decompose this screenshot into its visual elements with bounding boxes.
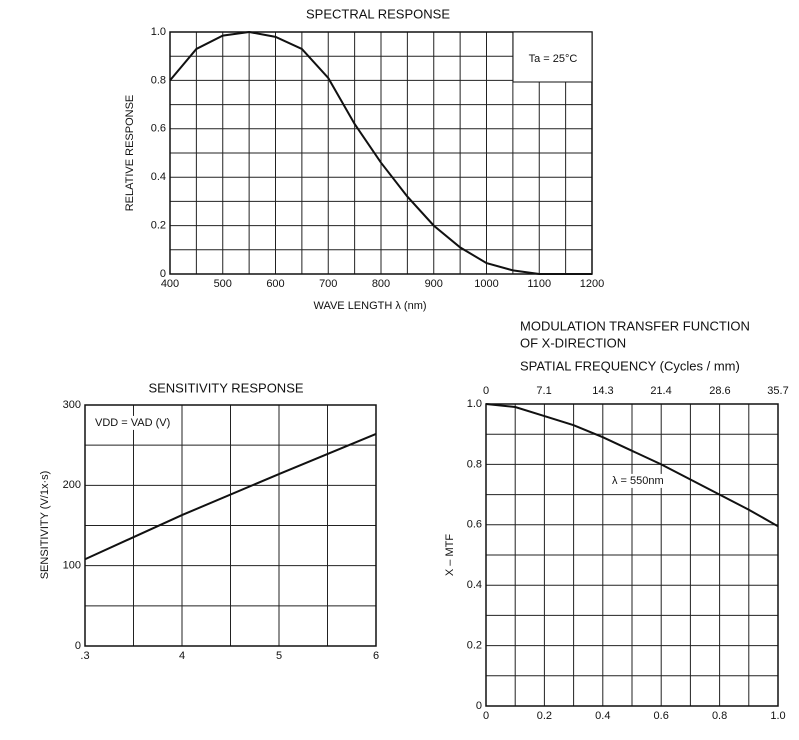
- y-axis-label: X – MTF: [444, 534, 456, 576]
- y-tick-label: 0.6: [467, 519, 482, 531]
- x-tick-label: .3: [80, 650, 89, 662]
- plot-frame: [169, 31, 593, 275]
- x2-tick-label: 28.6: [709, 385, 730, 397]
- x2-tick-label: 35.7: [767, 385, 788, 397]
- x2-tick-label: 21.4: [650, 385, 671, 397]
- curve: [84, 432, 377, 561]
- y-tick-label: 0.8: [467, 458, 482, 470]
- x-tick-label: 1100: [527, 278, 551, 290]
- annotation-bg: [526, 51, 580, 66]
- y-tick-label: 0.6: [151, 123, 166, 135]
- y-tick-label: 300: [63, 399, 81, 411]
- annotation: λ = 550nm: [612, 475, 664, 487]
- x2-axis-label: SPATIAL FREQUENCY (Cycles / mm): [520, 358, 740, 373]
- x-tick-label: 5: [276, 650, 282, 662]
- x-tick-label: 0: [483, 710, 489, 722]
- annotation-bg: [610, 473, 666, 488]
- x-tick-label: 0.8: [712, 710, 727, 722]
- chart-title: SPECTRAL RESPONSE: [306, 6, 450, 21]
- x-tick-label: 900: [425, 278, 443, 290]
- chart-title: SENSITIVITY RESPONSE: [148, 380, 303, 395]
- y-axis-label: SENSITIVITY (V/1x·s): [39, 471, 51, 580]
- curve: [169, 30, 592, 275]
- y-tick-label: 0.8: [151, 74, 166, 86]
- x2-tick-label: 7.1: [536, 385, 551, 397]
- x2-tick-label: 0: [483, 385, 489, 397]
- x-tick-label: 700: [319, 278, 337, 290]
- y-tick-label: 0: [75, 640, 81, 652]
- chart-title: MODULATION TRANSFER FUNCTION: [520, 318, 750, 333]
- x-tick-label: 800: [372, 278, 390, 290]
- chart-title: OF X-DIRECTION: [520, 335, 626, 350]
- x-tick-label: 4: [179, 650, 185, 662]
- annotation: Ta = 25°C: [529, 53, 578, 65]
- x-tick-label: 1.0: [770, 710, 785, 722]
- curve: [485, 403, 779, 528]
- x-tick-label: 600: [266, 278, 284, 290]
- y-tick-label: 0.2: [467, 640, 482, 652]
- y-tick-label: 1.0: [151, 26, 166, 38]
- x-tick-label: 0.4: [595, 710, 610, 722]
- y-tick-label: 0: [160, 268, 166, 280]
- plot-frame: [485, 403, 779, 707]
- x-tick-label: 6: [373, 650, 379, 662]
- x-axis-label: WAVE LENGTH λ (nm): [313, 300, 426, 312]
- x-tick-label: 1200: [580, 278, 604, 290]
- plot-frame: [84, 404, 377, 647]
- x-tick-label: 400: [161, 278, 179, 290]
- x2-tick-label: 14.3: [592, 385, 613, 397]
- y-tick-label: 200: [63, 479, 81, 491]
- y-tick-label: 0: [476, 700, 482, 712]
- y-tick-label: 1.0: [467, 398, 482, 410]
- annotation-bg: [93, 415, 173, 430]
- y-tick-label: 0.2: [151, 220, 166, 232]
- x-tick-label: 1000: [474, 278, 498, 290]
- y-tick-label: 0.4: [467, 579, 482, 591]
- annotation: VDD = VAD (V): [95, 417, 170, 429]
- y-tick-label: 100: [63, 560, 81, 572]
- y-axis-label: RELATIVE RESPONSE: [124, 95, 136, 212]
- x-tick-label: 0.6: [654, 710, 669, 722]
- x-tick-label: 0.2: [537, 710, 552, 722]
- x-tick-label: 500: [214, 278, 232, 290]
- y-tick-label: 0.4: [151, 171, 166, 183]
